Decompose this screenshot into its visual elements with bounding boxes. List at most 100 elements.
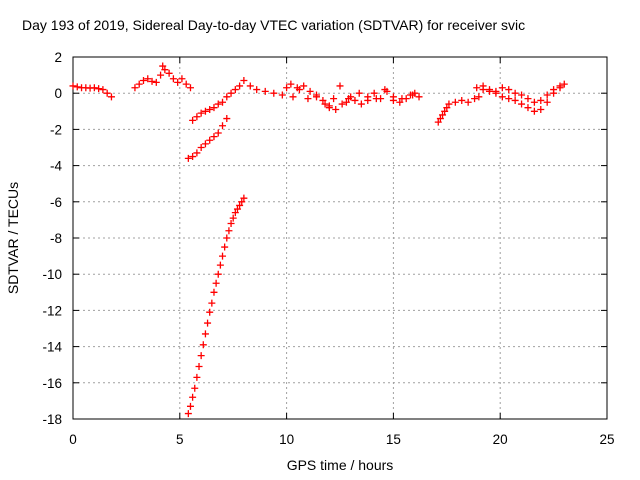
data-point (227, 220, 235, 228)
data-point (219, 252, 227, 260)
data-point (197, 109, 205, 117)
grid-lines (73, 57, 607, 419)
data-point (69, 82, 77, 90)
data-point (377, 95, 385, 103)
data-point (223, 93, 231, 101)
data-point (550, 86, 558, 94)
data-point (238, 198, 246, 206)
x-tick-label: 25 (599, 432, 614, 447)
data-point (189, 153, 197, 161)
data-point (434, 118, 442, 126)
data-point (210, 288, 218, 296)
y-tick-label: -4 (50, 159, 62, 174)
data-point (216, 261, 224, 269)
data-point (240, 77, 248, 85)
x-tick-labels: 0 5 10 15 20 25 (69, 432, 614, 447)
data-point (402, 95, 410, 103)
data-point (178, 75, 186, 83)
data-point (498, 93, 506, 101)
data-point (95, 85, 103, 93)
data-point (253, 86, 261, 94)
data-point (530, 98, 538, 106)
data-point (148, 77, 156, 85)
data-point (518, 91, 526, 99)
data-point (293, 84, 301, 92)
data-point (103, 89, 111, 97)
data-point (99, 86, 107, 94)
x-tick-label: 0 (69, 432, 77, 447)
data-point (169, 75, 177, 83)
axis-ticks (72, 56, 608, 420)
data-point (236, 201, 244, 209)
data-point (289, 93, 297, 101)
data-point (186, 402, 194, 410)
y-tick-label: -12 (42, 303, 62, 318)
y-tick-labels: 2 0 -2 -4 -6 -8 -10 -12 -14 -16 -18 (42, 50, 62, 427)
data-point (451, 98, 459, 106)
data-point (135, 80, 143, 88)
data-point (556, 82, 564, 90)
data-points (69, 62, 568, 418)
data-point (225, 227, 233, 235)
data-point (415, 93, 423, 101)
data-point (246, 82, 254, 90)
data-point (144, 75, 152, 83)
chart-title: Day 193 of 2019, Sidereal Day-to-day VTE… (22, 17, 525, 33)
data-point (206, 308, 214, 316)
data-point (518, 100, 526, 108)
data-point (204, 319, 212, 327)
data-point (174, 78, 182, 86)
data-point (212, 279, 220, 287)
data-point (325, 102, 333, 110)
data-point (370, 89, 378, 97)
data-point (306, 87, 314, 95)
data-point (345, 95, 353, 103)
data-point (473, 84, 481, 92)
data-point (231, 209, 239, 217)
x-tick-label: 15 (386, 432, 401, 447)
data-point (300, 82, 308, 90)
data-point (389, 93, 397, 101)
data-point (445, 100, 453, 108)
data-point (231, 86, 239, 94)
data-point (186, 84, 194, 92)
data-point (458, 96, 466, 104)
data-point (543, 91, 551, 99)
data-point (321, 100, 329, 108)
data-point (184, 410, 192, 418)
data-point (73, 83, 81, 91)
data-point (223, 234, 231, 242)
data-point (152, 78, 160, 86)
data-point (182, 80, 190, 88)
y-tick-label: -10 (42, 267, 62, 282)
data-point (214, 129, 222, 137)
data-point (304, 95, 312, 103)
data-point (492, 87, 500, 95)
data-point (283, 84, 291, 92)
y-tick-label: -18 (42, 412, 62, 427)
data-point (219, 122, 227, 130)
data-point (201, 330, 209, 338)
data-point (505, 95, 513, 103)
data-point (139, 77, 147, 85)
y-tick-label: -2 (50, 122, 62, 137)
data-point (396, 98, 404, 106)
data-point (221, 243, 229, 251)
data-point (330, 95, 338, 103)
data-point (270, 89, 278, 97)
data-point (524, 104, 532, 112)
data-point (197, 352, 205, 360)
data-point (193, 113, 201, 121)
data-point (355, 89, 363, 97)
data-point (441, 107, 449, 115)
data-point (210, 104, 218, 112)
data-point (530, 107, 538, 115)
data-point (475, 93, 483, 101)
data-point (486, 86, 494, 94)
data-point (191, 384, 199, 392)
data-point (199, 341, 207, 349)
data-point (240, 194, 248, 202)
data-point (197, 144, 205, 151)
x-tick-label: 5 (176, 432, 184, 447)
data-point (233, 205, 241, 213)
